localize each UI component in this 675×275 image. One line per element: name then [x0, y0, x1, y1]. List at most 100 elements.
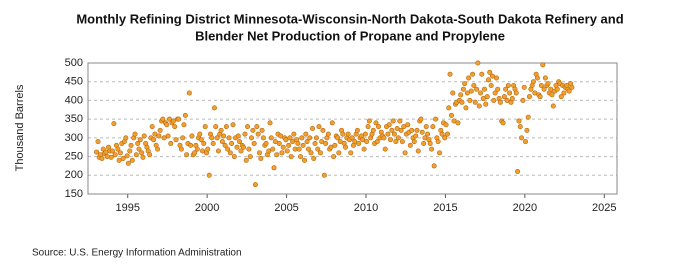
chart-title: Monthly Refining District Minnesota-Wisc…: [76, 11, 623, 26]
data-point: [156, 133, 162, 139]
data-point: [276, 140, 282, 146]
data-point: [209, 135, 215, 141]
data-point: [530, 79, 536, 85]
data-point: [200, 148, 206, 154]
data-point: [188, 142, 194, 148]
data-point: [349, 135, 355, 141]
data-point: [447, 71, 453, 77]
data-point: [132, 131, 138, 137]
data-point: [116, 157, 122, 163]
data-point: [227, 150, 233, 156]
data-point: [221, 133, 227, 139]
data-point: [244, 124, 250, 130]
data-point: [394, 126, 400, 132]
data-point: [263, 140, 269, 146]
data-point: [173, 137, 179, 143]
data-point: [435, 139, 441, 145]
data-point: [197, 131, 203, 137]
data-point: [540, 62, 546, 68]
data-point: [409, 127, 415, 133]
data-point: [534, 75, 540, 81]
data-point: [157, 127, 163, 133]
data-point: [397, 118, 403, 124]
data-point: [425, 131, 431, 137]
data-point: [421, 140, 427, 146]
data-point: [128, 142, 134, 148]
data-point: [538, 82, 544, 88]
data-point: [422, 135, 428, 141]
data-point: [489, 73, 495, 79]
data-point: [366, 118, 372, 124]
data-point: [161, 135, 167, 141]
data-point: [389, 127, 395, 133]
data-point: [313, 135, 319, 141]
data-point: [184, 152, 190, 158]
data-point: [328, 144, 334, 150]
data-point: [439, 131, 445, 137]
data-point: [225, 146, 231, 152]
data-point: [505, 82, 511, 88]
y-tick-label: 200: [65, 169, 83, 181]
data-point: [374, 139, 380, 145]
data-point: [524, 127, 530, 133]
data-point: [360, 137, 366, 143]
data-point: [402, 150, 408, 156]
data-point: [345, 131, 351, 137]
data-point: [482, 86, 488, 92]
data-point: [365, 124, 371, 130]
data-point: [316, 124, 322, 130]
data-point: [243, 157, 249, 163]
data-point: [519, 135, 525, 141]
data-point: [120, 155, 126, 161]
data-point: [517, 124, 523, 130]
data-point: [270, 146, 276, 152]
data-point: [305, 146, 311, 152]
data-point: [391, 131, 397, 137]
data-point: [532, 90, 538, 96]
data-point: [464, 90, 470, 96]
data-point: [237, 139, 243, 145]
data-point: [256, 150, 262, 156]
y-axis-label: Thousand Barrels: [14, 84, 26, 171]
data-point: [423, 124, 429, 130]
data-point: [515, 169, 521, 175]
data-point: [429, 146, 435, 152]
data-point: [108, 154, 114, 160]
data-point: [213, 124, 219, 130]
data-point: [271, 165, 277, 171]
data-point: [274, 152, 280, 158]
data-point: [362, 131, 368, 137]
data-point: [398, 127, 404, 133]
data-point: [290, 139, 296, 145]
data-point: [492, 90, 498, 96]
data-point: [520, 97, 526, 103]
data-point: [186, 90, 192, 96]
data-point: [458, 92, 464, 98]
data-point: [466, 75, 472, 81]
data-point: [548, 86, 554, 92]
x-tick-label: 2020: [513, 202, 537, 214]
data-point: [230, 122, 236, 128]
data-point: [507, 90, 513, 96]
data-point: [393, 139, 399, 145]
data-point: [414, 127, 420, 133]
data-point: [460, 86, 466, 92]
data-point: [491, 97, 497, 103]
data-point: [503, 86, 509, 92]
data-point: [268, 135, 274, 141]
data-point: [504, 97, 510, 103]
data-point: [411, 139, 417, 145]
data-point: [474, 86, 480, 92]
data-point: [337, 139, 343, 145]
data-point: [176, 116, 182, 122]
data-point: [206, 172, 212, 178]
data-point: [329, 120, 335, 126]
data-point: [111, 121, 117, 127]
data-point: [364, 139, 370, 145]
data-point: [266, 148, 272, 154]
data-point: [165, 133, 171, 139]
data-point: [127, 148, 133, 154]
data-point: [117, 150, 123, 156]
data-point: [178, 146, 184, 152]
data-point: [296, 146, 302, 152]
